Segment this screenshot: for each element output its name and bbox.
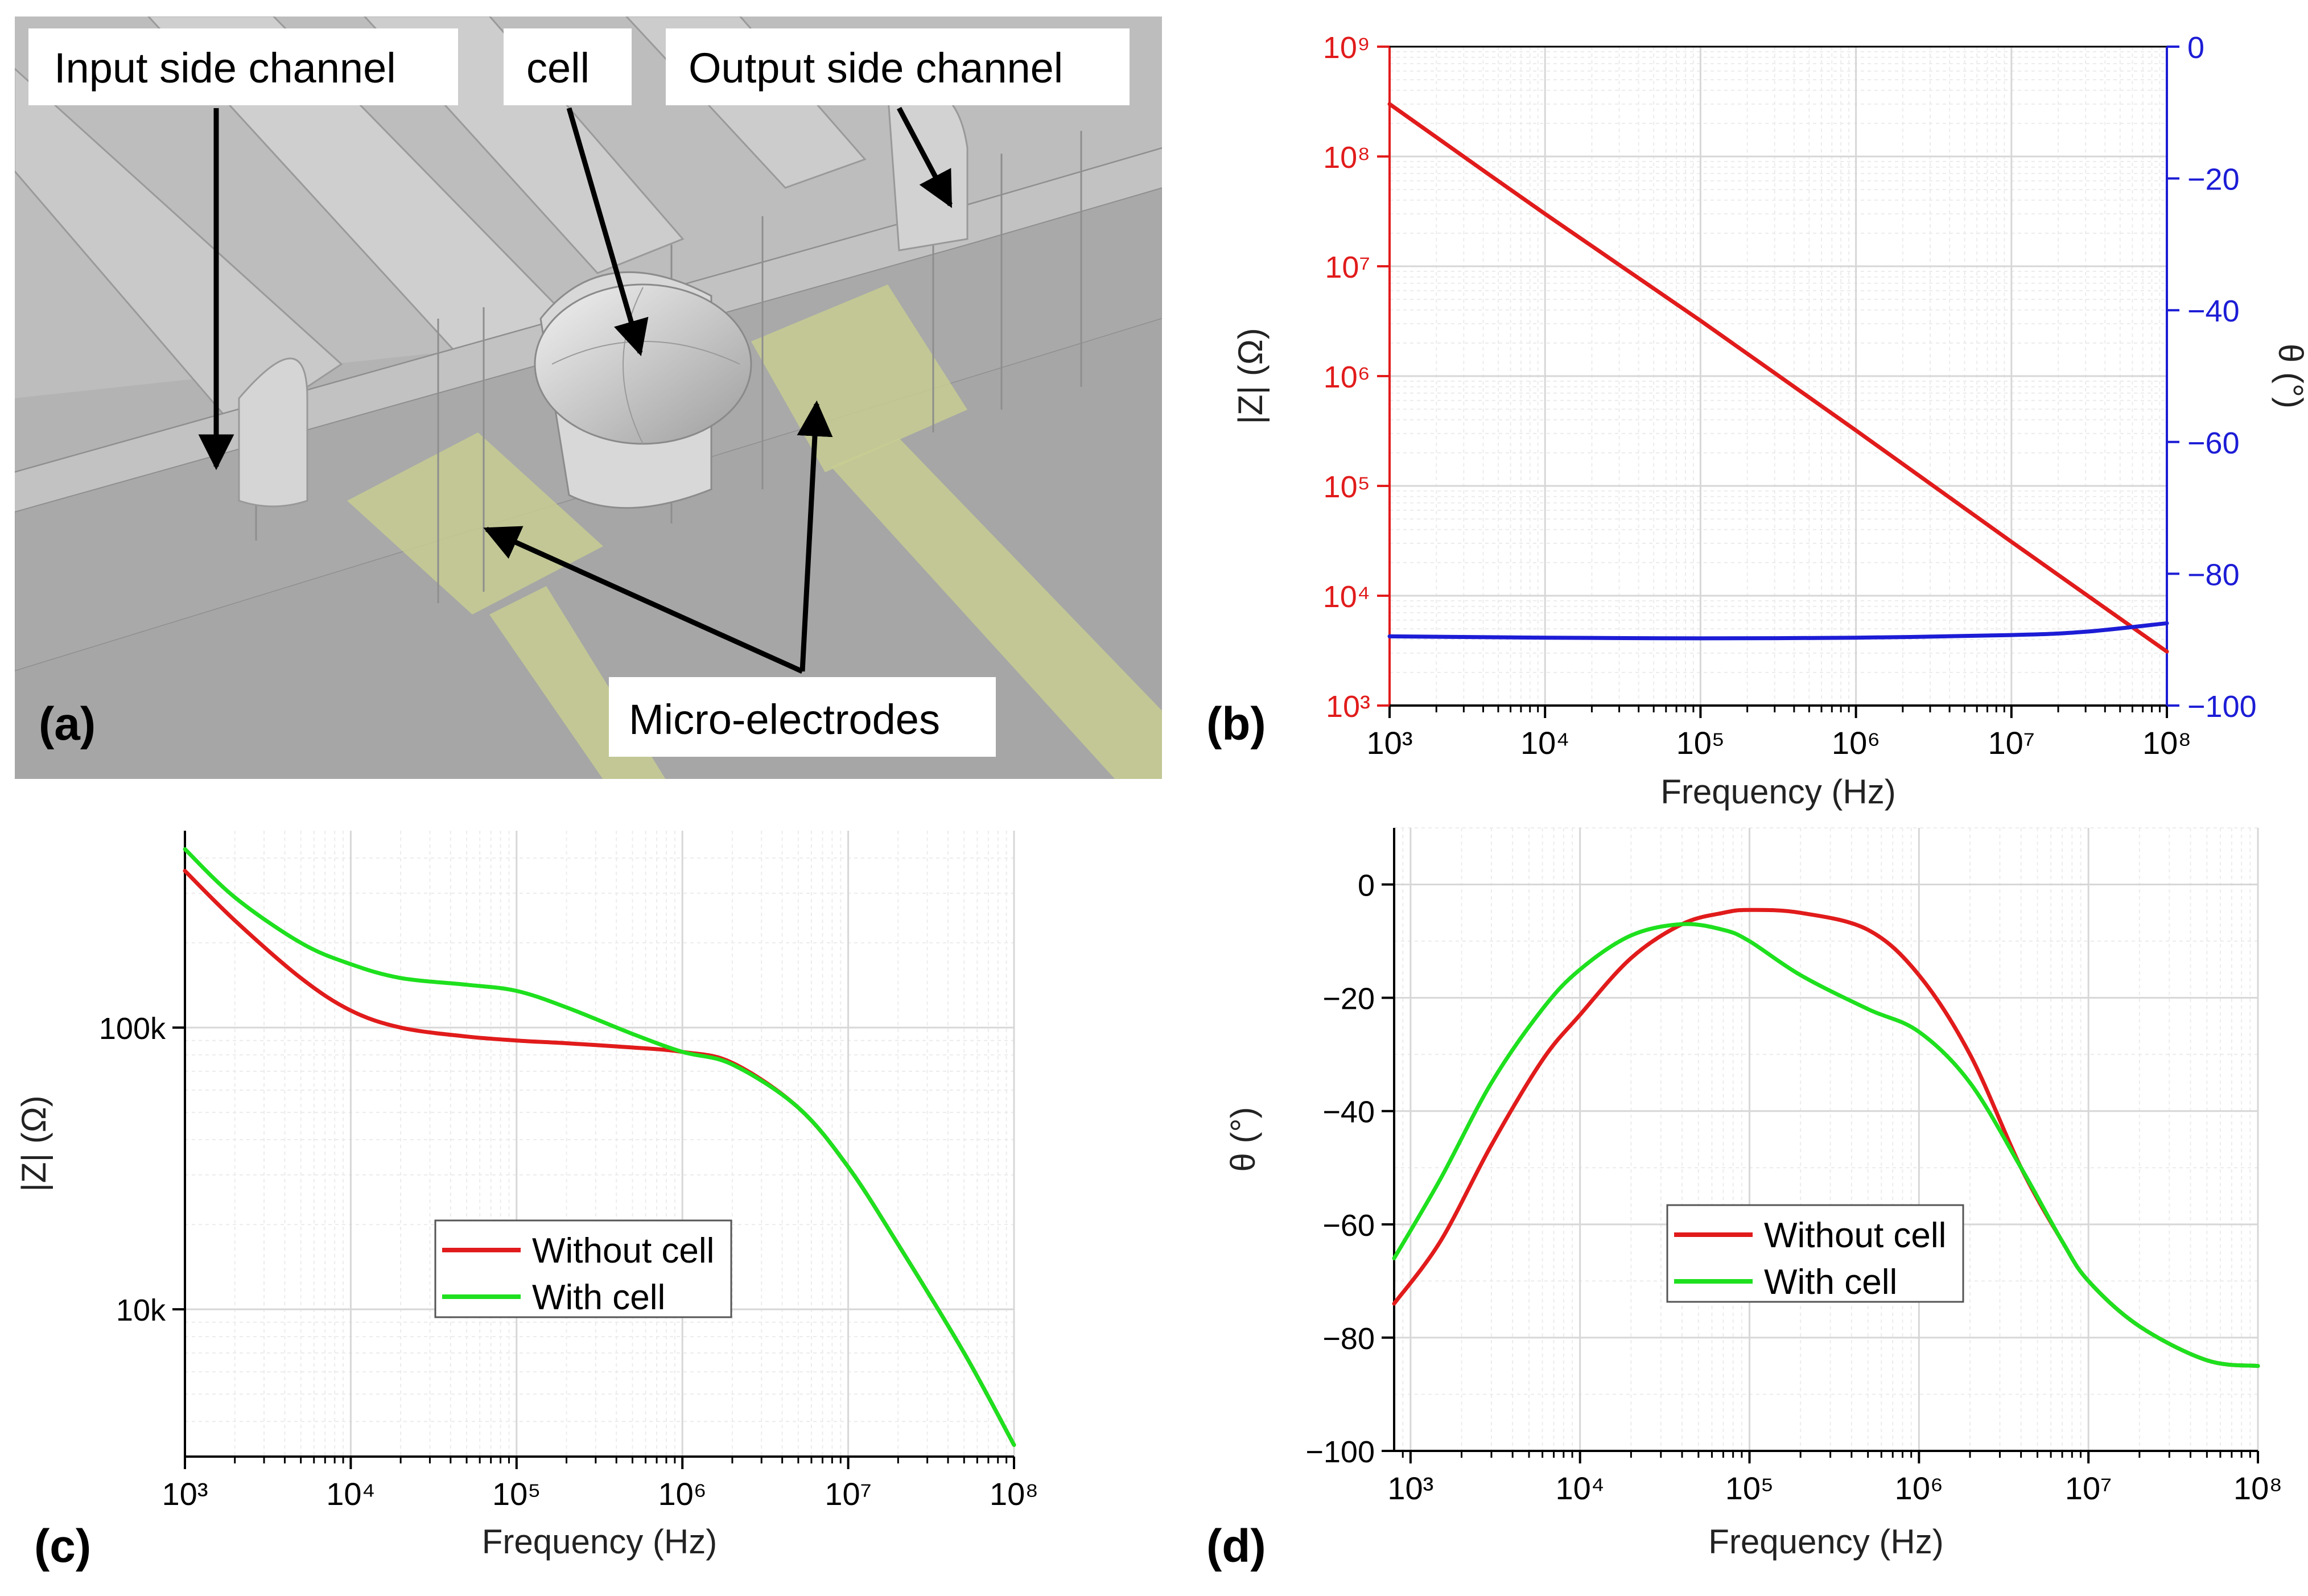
y-tick-label: 100k (99, 1012, 166, 1046)
y-tick-label: 10⁵ (1324, 470, 1370, 504)
svg-text:cell: cell (526, 44, 590, 92)
label-input-side-channel: Input side channel (28, 28, 458, 105)
y-tick-label: 10³ (1326, 690, 1370, 724)
series-line-with-cell (1392, 922, 2260, 1368)
legend-box (434, 1219, 732, 1318)
panel-a-letter: (a) (39, 698, 96, 750)
x-tick-label: 10⁸ (2142, 725, 2191, 761)
y-axis-right-label: θ (°) (2272, 344, 2308, 409)
y-right-tick-label: −20 (2187, 163, 2240, 197)
y-right-tick-label: −100 (2187, 690, 2257, 724)
x-axis-label: Frequency (Hz) (1708, 1523, 1943, 1561)
chart-b-axes: 10³ 10⁴ 10⁵ 10⁶ 10⁷ 10⁸ Frequency (Hz) 10³ 10⁴ 10… (1231, 31, 2308, 811)
legend-label: Without cell (532, 1231, 714, 1271)
chart-d-grid (1394, 827, 2259, 1452)
x-tick-label: 10⁶ (658, 1476, 707, 1512)
chart-b-grid (1388, 46, 2168, 707)
x-tick-label: 10³ (162, 1476, 208, 1512)
x-tick-label: 10⁴ (1520, 725, 1569, 761)
y-tick-label: 10⁹ (1323, 31, 1370, 65)
series-line-right-1 (1387, 621, 2169, 641)
series-line-without-cell (183, 869, 1016, 1447)
y-tick-label: 10⁶ (1324, 360, 1370, 394)
y-right-tick-label: 0 (2187, 31, 2204, 65)
series-line-left-0 (1387, 102, 2169, 654)
chart-d-legend: Without cell With cell (1666, 1204, 1964, 1303)
chart-b-series (1387, 102, 2169, 654)
y-tick-label: 10⁸ (1323, 141, 1370, 175)
y-tick-label: −60 (1322, 1209, 1375, 1243)
x-tick-label: 10⁶ (1895, 1470, 1943, 1506)
x-axis-label: Frequency (Hz) (482, 1523, 717, 1561)
panel-b-letter: (b) (1206, 698, 1266, 750)
x-tick-label: 10³ (1387, 1470, 1433, 1506)
y-tick-label: −20 (1322, 982, 1375, 1016)
label-cell: cell (504, 28, 632, 105)
x-tick-label: 10³ (1367, 725, 1413, 761)
x-tick-label: 10⁶ (1832, 725, 1880, 761)
panel-a-device-illustration: Input side channel cell Output side chan… (14, 15, 1163, 780)
chart-c-impedance-magnitude: 10³ 10⁴ 10⁵ 10⁶ 10⁷ 10⁸ Frequency (Hz) 10k 100k |… (15, 831, 1038, 1572)
annotation-arrows (198, 106, 953, 674)
y-tick-label: 10⁷ (1325, 250, 1370, 284)
x-tick-label: 10⁷ (1988, 725, 2035, 761)
chart-d-phase-angle: 10³ 10⁴ 10⁵ 10⁶ 10⁷ 10⁸ Frequency (Hz) 0 −20 −40 −… (1206, 827, 2282, 1572)
series-line-with-cell (183, 847, 1016, 1447)
chart-d-axes: 10³ 10⁴ 10⁵ 10⁶ 10⁷ 10⁸ Frequency (Hz) 0 −20 −40 −… (1224, 828, 2282, 1561)
chart-c-legend: Without cell With cell (434, 1219, 732, 1318)
y-tick-label: 10⁴ (1323, 580, 1370, 614)
label-micro-electrodes: Micro-electrodes (609, 677, 996, 757)
svg-text:Input side channel: Input side channel (54, 44, 396, 92)
panel-d-letter: (d) (1206, 1520, 1266, 1572)
legend-label: With cell (532, 1278, 665, 1317)
x-tick-label: 10⁴ (326, 1476, 375, 1512)
chart-c-axes: 10³ 10⁴ 10⁵ 10⁶ 10⁷ 10⁸ Frequency (Hz) 10k 100k |… (15, 831, 1038, 1561)
chart-b-impedance-phase: 10³ 10⁴ 10⁵ 10⁶ 10⁷ 10⁸ Frequency (Hz) 10³ 10⁴ 10… (1206, 31, 2308, 811)
y-tick-label: −80 (1322, 1322, 1375, 1356)
x-tick-label: 10⁸ (2233, 1470, 2282, 1506)
legend-label: With cell (1764, 1263, 1897, 1302)
y-tick-label: 10k (116, 1293, 166, 1327)
x-tick-label: 10⁵ (492, 1476, 541, 1512)
x-tick-label: 10⁸ (990, 1476, 1038, 1512)
x-tick-label: 10⁵ (1725, 1470, 1774, 1506)
legend-box (1666, 1204, 1964, 1303)
svg-text:Micro-electrodes: Micro-electrodes (629, 696, 940, 743)
x-tick-label: 10⁷ (825, 1476, 872, 1512)
y-tick-label: −40 (1322, 1095, 1375, 1129)
y-axis-label: |Z| (Ω) (15, 1095, 53, 1191)
y-tick-label: 0 (1358, 869, 1375, 903)
x-tick-label: 10⁷ (2065, 1470, 2112, 1506)
chart-c-series (183, 847, 1016, 1447)
y-right-tick-label: −60 (2187, 426, 2240, 460)
y-axis-label: |Z| (Ω) (1231, 328, 1270, 424)
svg-text:Output side channel: Output side channel (689, 44, 1063, 92)
y-right-tick-label: −80 (2187, 558, 2240, 592)
x-axis-label: Frequency (Hz) (1660, 773, 1895, 811)
y-tick-label: −100 (1305, 1435, 1375, 1469)
panel-c-letter: (c) (34, 1520, 91, 1572)
label-output-side-channel: Output side channel (666, 28, 1130, 105)
y-right-tick-label: −40 (2187, 294, 2240, 328)
x-tick-label: 10⁵ (1676, 725, 1725, 761)
chart-d-series (1392, 908, 2260, 1368)
x-tick-label: 10⁴ (1556, 1470, 1605, 1506)
legend-label: Without cell (1764, 1216, 1946, 1255)
y-axis-label: θ (°) (1224, 1107, 1262, 1172)
chart-c-grid (184, 831, 1015, 1457)
